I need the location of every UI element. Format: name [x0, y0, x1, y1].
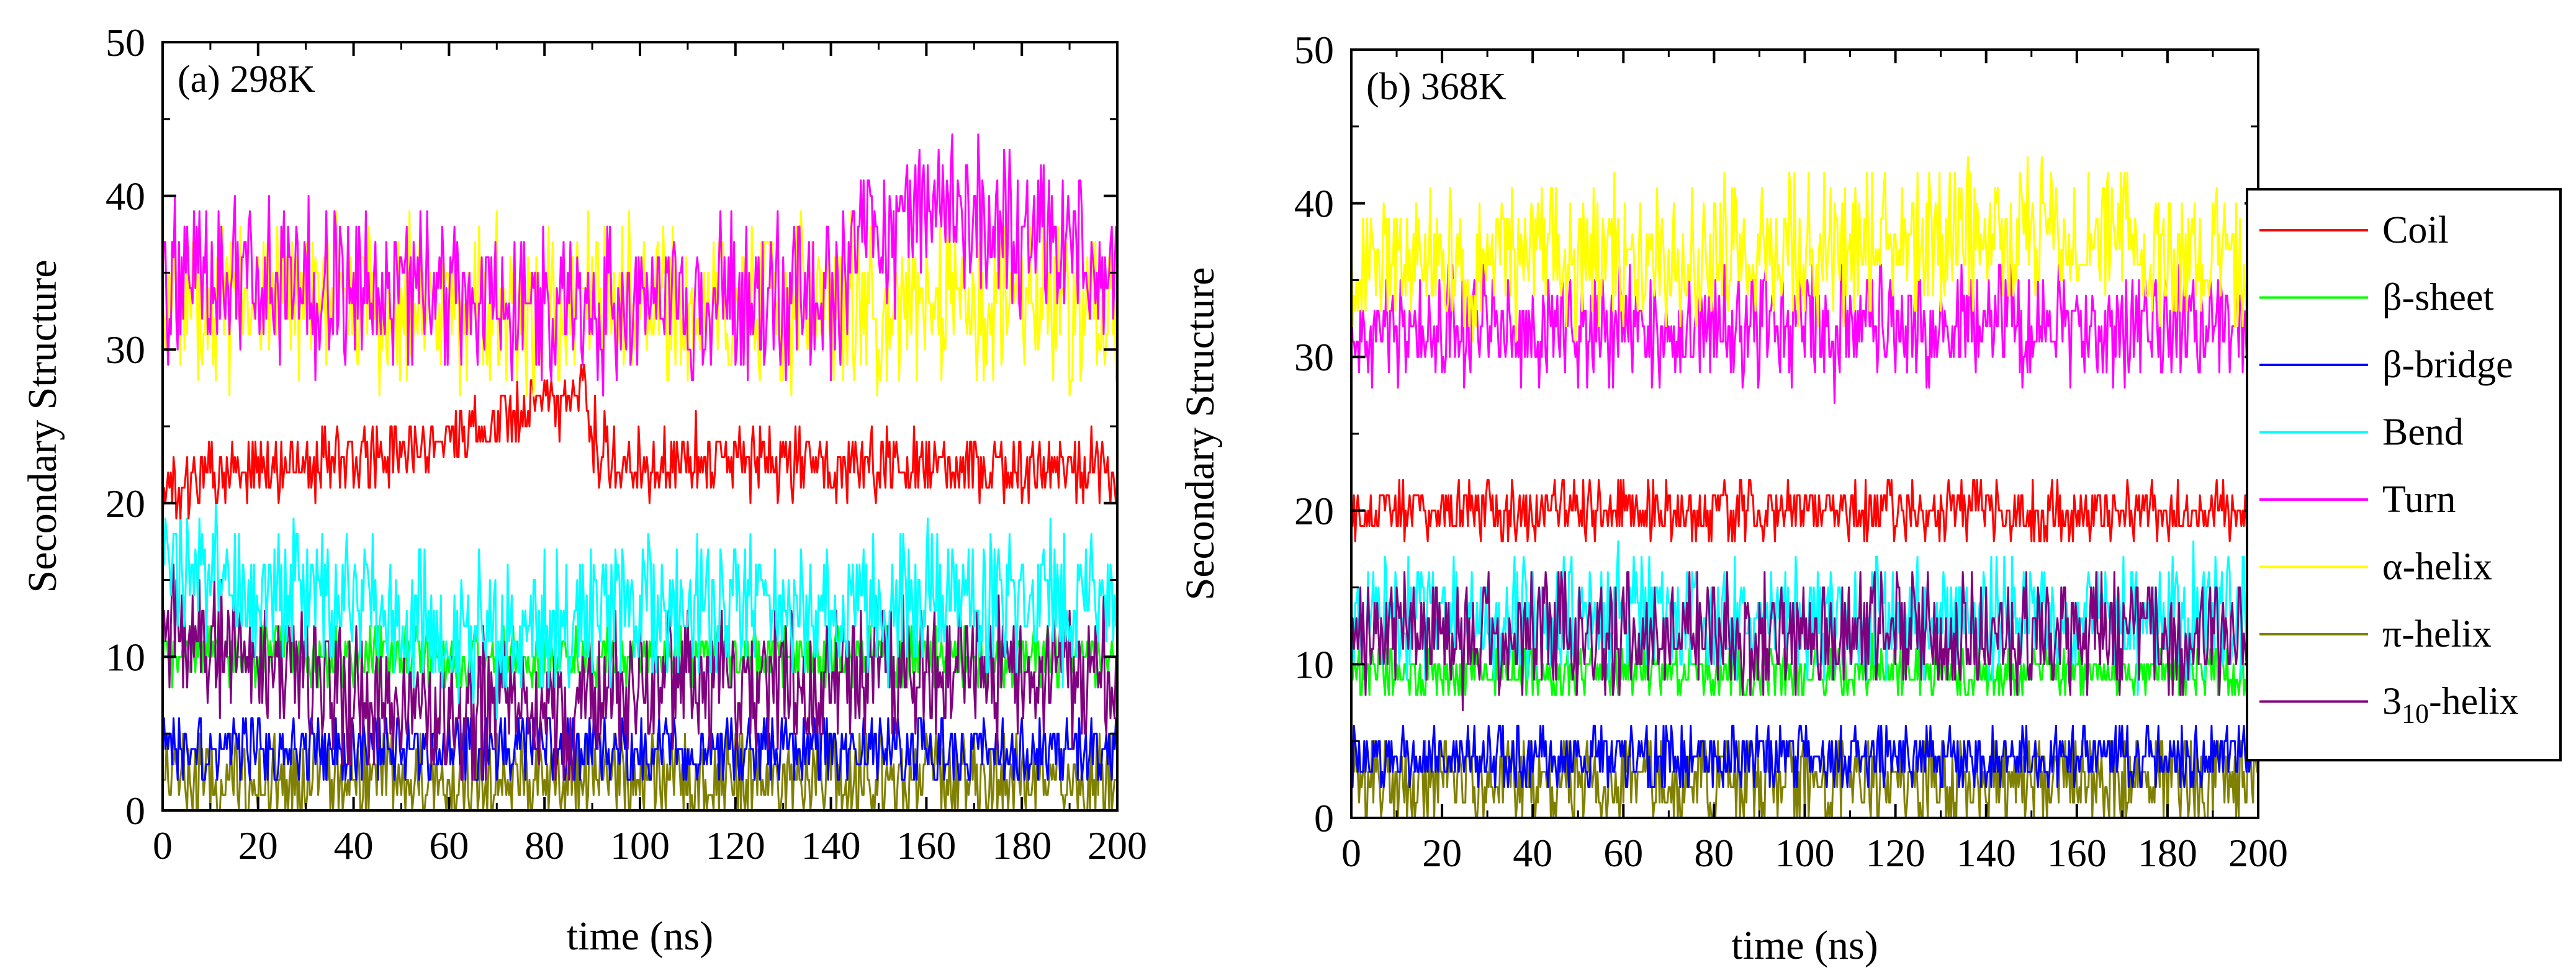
- x-tick-label: 180: [2138, 831, 2197, 875]
- series-line-coil: [1351, 478, 2258, 542]
- series-line-beta-bridge: [1351, 724, 2258, 788]
- y-tick-label: 30: [1294, 335, 1334, 379]
- x-tick-label: 40: [1513, 831, 1552, 875]
- x-tick-label: 100: [1775, 831, 1835, 875]
- y-tick-label: 20: [1294, 489, 1334, 533]
- x-tick-label: 60: [429, 823, 469, 868]
- x-tick-label: 0: [153, 823, 173, 868]
- series-line-turn: [1351, 264, 2258, 404]
- y-axis-label: Secondary Structure: [20, 260, 65, 593]
- series-line-beta-bridge: [163, 717, 1117, 781]
- legend-label-310-helix: 310-helix: [2382, 681, 2519, 729]
- plot-area-b: [1351, 156, 2258, 818]
- x-tick-label: 200: [1088, 823, 1147, 868]
- x-tick-label: 80: [1694, 831, 1734, 875]
- legend: Coil β-sheet β-bridge Bend Turn α-helix π-heli…: [2246, 188, 2562, 761]
- series-line-coil: [163, 364, 1117, 520]
- x-tick-label: 160: [896, 823, 956, 868]
- panel-label: (a) 298K: [178, 58, 315, 101]
- y-tick-label: 50: [1294, 28, 1334, 72]
- y-tick-label: 50: [106, 20, 145, 65]
- legend-label-beta-bridge: β-bridge: [2382, 344, 2513, 386]
- x-tick-label: 100: [610, 823, 670, 868]
- legend-label-turn: Turn: [2382, 478, 2456, 521]
- x-tick-label: 180: [992, 823, 1052, 868]
- series-line-alpha-helix: [1351, 156, 2258, 343]
- legend-label-pi-helix: π-helix: [2382, 613, 2492, 655]
- x-tick-label: 140: [801, 823, 861, 868]
- x-tick-label: 80: [525, 823, 564, 868]
- plot-frame-b: [1350, 48, 2259, 819]
- y-tick-label: 40: [1294, 182, 1334, 226]
- y-tick-label: 40: [106, 174, 145, 218]
- x-tick-label: 140: [1957, 831, 2016, 875]
- panel-label: (b) 368K: [1366, 66, 1506, 108]
- x-tick-label: 120: [706, 823, 765, 868]
- series-line-alpha-helix: [163, 210, 1117, 397]
- y-tick-label: 20: [106, 482, 145, 526]
- series-line-turn: [163, 133, 1117, 397]
- plot-area-a: [163, 133, 1117, 810]
- legend-label-alpha-helix: α-helix: [2382, 546, 2492, 588]
- legend-box: [2246, 188, 2562, 761]
- y-tick-label: 30: [106, 328, 145, 372]
- x-tick-label: 20: [1422, 831, 1462, 875]
- panel-a: 0 20 40 60 80 100 120 140 160 180 200 0 10 20 30 40 50 ti…: [20, 20, 1147, 959]
- y-tick-label: 10: [1294, 642, 1334, 686]
- x-axis-label: time (ns): [567, 913, 713, 959]
- x-tick-label: 0: [1341, 831, 1361, 875]
- y-axis-label: Secondary Structure: [1178, 267, 1223, 601]
- x-tick-label: 200: [2228, 831, 2288, 875]
- panel-b: 0 20 40 60 80 100 120 140 160 180 200 0 10 20 30 40 50 ti…: [1178, 28, 2288, 968]
- series-line-bend: [163, 502, 1117, 719]
- y-tick-label: 0: [125, 789, 145, 833]
- x-tick-label: 40: [334, 823, 374, 868]
- x-axis-label: time (ns): [1731, 923, 1878, 968]
- x-tick-label: 60: [1603, 831, 1643, 875]
- series-line-pi-helix: [1351, 740, 2258, 818]
- legend-label-coil: Coil: [2382, 209, 2449, 251]
- legend-label-beta-sheet: β-sheet: [2382, 277, 2494, 319]
- series-line-beta-sheet: [1351, 632, 2258, 696]
- y-tick-label: 10: [106, 635, 145, 679]
- x-tick-label: 160: [2047, 831, 2107, 875]
- x-tick-label: 120: [1866, 831, 1925, 875]
- series-line-310-helix: [1351, 571, 2258, 712]
- x-tick-label: 20: [238, 823, 278, 868]
- legend-label-bend: Bend: [2382, 411, 2464, 454]
- y-tick-label: 0: [1314, 796, 1334, 840]
